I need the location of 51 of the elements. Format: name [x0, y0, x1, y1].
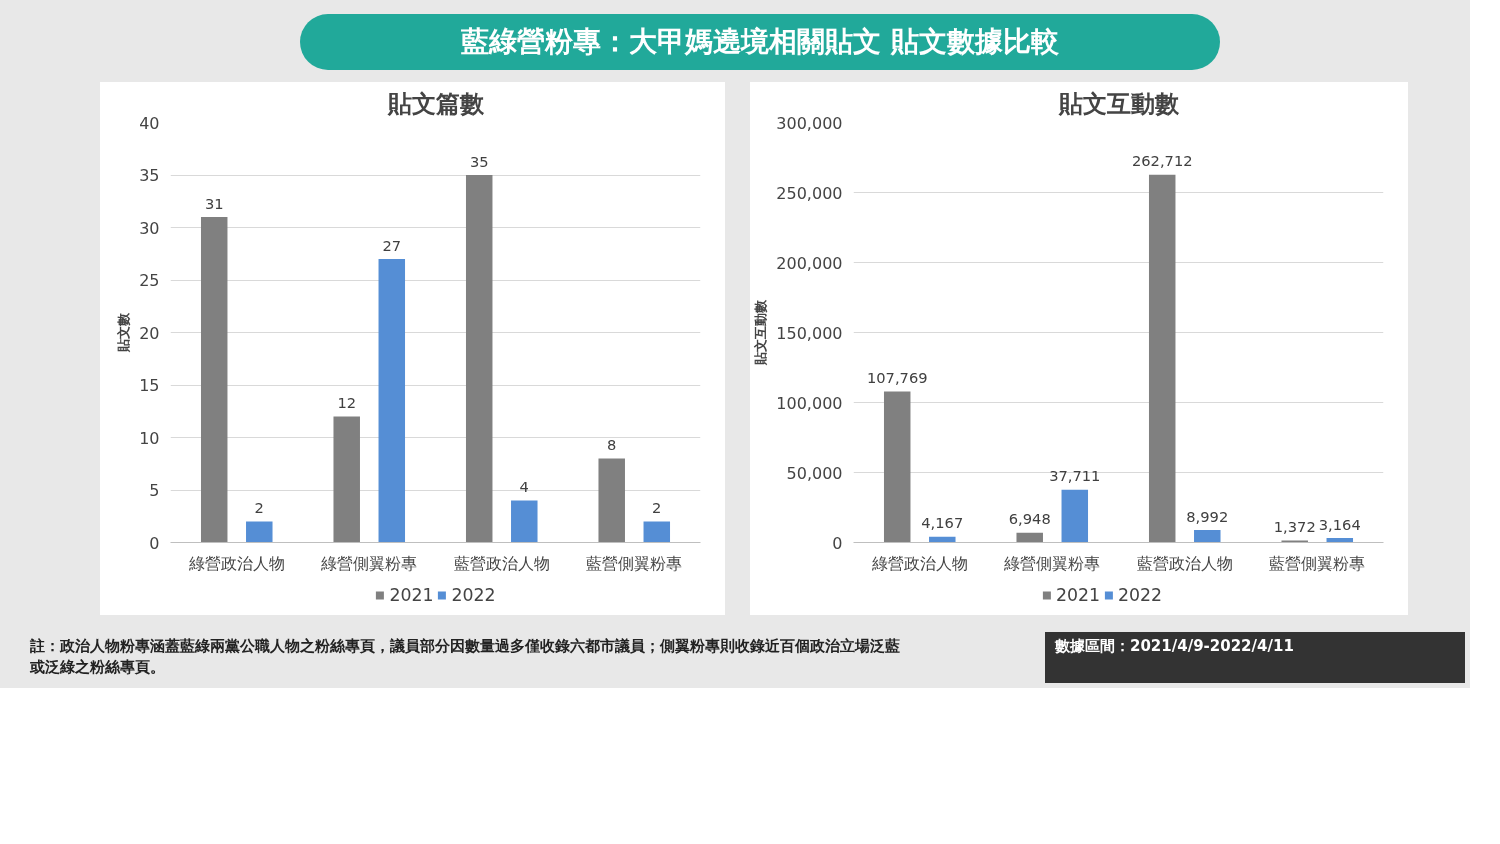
chart-title: 貼文互動數: [1057, 89, 1180, 118]
x-tick-label: 綠營政治人物: [870, 553, 968, 573]
text: 註：政治人物粉專涵蓋藍綠兩黨公職人物之粉絲專頁，議員部分因數量過多僅收錄六都市議員；側翼粉專則收錄近百個政治立場泛藍或泛綠之粉絲專頁。: [30, 636, 901, 679]
data-label: 3,164: [1318, 515, 1361, 533]
y-axis-title: 貼文數: [116, 312, 132, 353]
legend-label: 2022: [451, 585, 496, 605]
x-tick-label: 藍營政治人物: [1136, 553, 1233, 573]
x-tick-label: 藍營政治人物: [453, 553, 550, 573]
y-axis-title: 貼文互動數: [753, 299, 769, 366]
data-label: 27: [382, 236, 402, 254]
y-tick-label: 200,000: [776, 253, 843, 273]
data-label: 4: [519, 478, 529, 496]
data-label: 31: [204, 194, 224, 212]
data-label: 4,167: [921, 514, 964, 532]
data-label: 37,711: [1049, 467, 1101, 485]
x-tick-label: 綠營側翼粉專: [1003, 553, 1101, 573]
legend-label: 2022: [1118, 585, 1163, 605]
data-label: 8,992: [1186, 507, 1229, 525]
y-tick-label: 5: [149, 481, 160, 500]
x-tick-label: 藍營側翼粉專: [1269, 553, 1366, 573]
x-tick-label: 綠營政治人物: [187, 553, 285, 573]
data-label: 35: [469, 152, 489, 170]
legend-label: 2021: [389, 585, 434, 605]
data-label: 2: [254, 499, 264, 517]
y-tick-label: 150,000: [776, 323, 843, 343]
y-tick-label: 300,000: [776, 113, 843, 133]
y-tick-label: 30: [139, 218, 160, 238]
y-tick-label: 50,000: [786, 463, 843, 483]
y-tick-label: 25: [139, 271, 160, 290]
data-label: 1,372: [1273, 518, 1316, 536]
y-tick-label: 0: [149, 533, 160, 553]
y-tick-label: 40: [139, 113, 160, 133]
text: 數據區間：2021/4/9-2022/4/11: [1055, 636, 1294, 657]
data-label: 107,769: [866, 369, 928, 387]
y-tick-label: 0: [832, 533, 843, 553]
data-label: 12: [337, 394, 357, 412]
y-tick-label: 20: [139, 323, 160, 343]
data-label: 8: [607, 436, 617, 454]
y-tick-label: 15: [139, 376, 160, 395]
y-tick-label: 100,000: [776, 393, 843, 413]
x-tick-label: 綠營側翼粉專: [320, 553, 418, 573]
y-tick-label: 10: [139, 428, 160, 448]
data-label: 262,712: [1131, 152, 1193, 170]
x-tick-label: 藍營側翼粉專: [586, 553, 683, 573]
y-tick-label: 35: [139, 166, 160, 185]
y-tick-label: 250,000: [776, 183, 843, 203]
legend-label: 2021: [1055, 585, 1100, 605]
chart-title: 貼文篇數: [386, 89, 485, 118]
data-label: 6,948: [1008, 510, 1051, 528]
data-label: 2: [652, 499, 662, 517]
text: 藍綠營粉專：大甲媽遶境相關貼文 貼文數據比較: [461, 24, 1059, 60]
